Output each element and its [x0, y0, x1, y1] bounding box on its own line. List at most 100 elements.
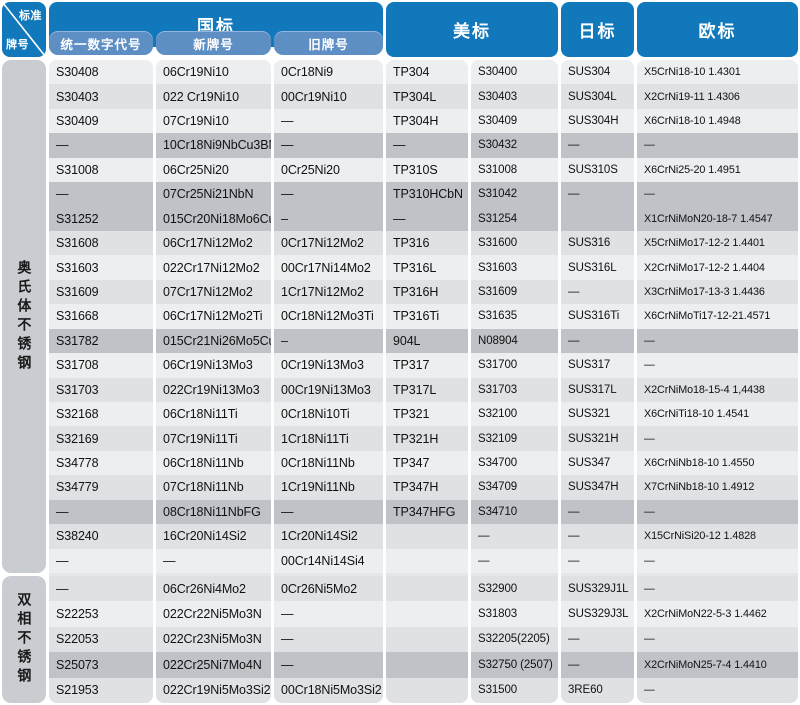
- column-astm-designation: TP304 TP304L TP304H — TP310S TP310HCbN — TP316 T…: [386, 60, 468, 703]
- cell-gb_old: 0Cr18Ni9: [274, 60, 383, 85]
- cell-gb_code: —: [49, 576, 153, 602]
- cell-jis: SUS316Ti: [561, 304, 634, 329]
- cell-gb_old: 00Cr19Ni13Mo3: [274, 377, 383, 402]
- category-label-duplex: 双相不锈钢: [16, 592, 33, 687]
- cell-gb_new: 06Cr19Ni13Mo3: [156, 353, 271, 378]
- column-gb-new: 06Cr19Ni10 022 Cr19Ni10 07Cr19Ni10 10Cr18Ni…: [156, 60, 271, 703]
- cell-astm_a: TP304H: [386, 108, 468, 134]
- cell-en: X5CrNi18-10 1.4301: [637, 60, 798, 85]
- cell-gb_new: 06Cr18Ni11Ti: [156, 402, 271, 427]
- cell-gb_new: 022Cr23Ni5Mo3N: [156, 626, 271, 653]
- cell-gb_code: —: [49, 499, 153, 525]
- cell-gb_code: S31252: [49, 206, 153, 231]
- cell-gb_code: —: [49, 133, 153, 158]
- cell-gb_code: S30403: [49, 84, 153, 109]
- cell-gb_new: 022Cr22Ni5Mo3N: [156, 601, 271, 627]
- cell-en: X3CrNiMo17-13-3 1.4436: [637, 279, 798, 305]
- cell-en: —: [637, 499, 798, 525]
- cell-gb_code: S30408: [49, 60, 153, 85]
- cell-astm_a: TP316Ti: [386, 304, 468, 329]
- cell-gb_new: 06Cr17Ni12Mo2: [156, 231, 271, 256]
- cell-astm_a: TP347H: [386, 475, 468, 500]
- category-cell-austenitic: 奥氏体不锈钢: [2, 60, 46, 573]
- cell-astm_b: N08904: [471, 328, 558, 354]
- cell-gb_old: —: [274, 499, 383, 525]
- cell-astm_b: S30409: [471, 108, 558, 134]
- cell-en: X15CrNiSi20-12 1.4828: [637, 524, 798, 549]
- cell-gb_new: 06Cr18Ni11Nb: [156, 450, 271, 476]
- cell-en: X6CrNi25-20 1.4951: [637, 157, 798, 183]
- subheader-gb-new-label: 新牌号: [193, 37, 234, 52]
- cell-jis: SUS347: [561, 450, 634, 476]
- cell-gb_code: —: [49, 548, 153, 573]
- cell-gb_code: S22253: [49, 601, 153, 627]
- cell-gb_old: 0Cr17Ni12Mo2: [274, 231, 383, 256]
- cell-en: X6CrNiTi18-10 1.4541: [637, 402, 798, 427]
- cell-astm_b: S32900: [471, 576, 558, 602]
- cell-jis: SUS310S: [561, 157, 634, 183]
- cell-jis: —: [561, 626, 634, 653]
- cell-gb_new: 07Cr25Ni21NbN: [156, 182, 271, 207]
- cell-astm_a: TP310S: [386, 157, 468, 183]
- cell-gb_new: 16Cr20Ni14Si2: [156, 524, 271, 549]
- cell-en: X7CrNiNb18-10 1.4912: [637, 475, 798, 500]
- cell-gb_new: 022Cr19Ni13Mo3: [156, 377, 271, 402]
- group-header-en: 欧标: [637, 2, 798, 57]
- cell-astm_a: TP317: [386, 353, 468, 378]
- cell-astm_a: TP321: [386, 402, 468, 427]
- corner-header-cell: 标准 牌号: [2, 2, 46, 57]
- cell-en: —: [637, 626, 798, 653]
- cell-en: —: [637, 353, 798, 378]
- cell-astm_a: TP316: [386, 231, 468, 256]
- cell-jis: SUS316L: [561, 255, 634, 280]
- cell-gb_code: S30409: [49, 108, 153, 134]
- cell-gb_old: —: [274, 108, 383, 134]
- cell-astm_a: [386, 677, 468, 703]
- cell-gb_code: S34778: [49, 450, 153, 476]
- cell-gb_old: 0Cr19Ni13Mo3: [274, 353, 383, 378]
- cell-gb_code: S31703: [49, 377, 153, 402]
- cell-gb_new: 015Cr21Ni26Mo5Cu2: [156, 328, 271, 354]
- cell-gb_old: 00Cr18Ni5Mo3Si2: [274, 677, 383, 703]
- cell-astm_b: S31635: [471, 304, 558, 329]
- subheader-gb-code-label: 统一数字代号: [60, 37, 142, 52]
- column-gb-code: S30408 S30403 S30409— S31008— S31252 S31608 S3…: [49, 60, 153, 703]
- cell-gb_code: —: [49, 182, 153, 207]
- cell-jis: 3RE60: [561, 677, 634, 703]
- cell-jis: —: [561, 279, 634, 305]
- cell-astm_a: [386, 601, 468, 627]
- cell-gb_new: 015Cr20Ni18Mo6CuN: [156, 206, 271, 231]
- cell-astm_a: —: [386, 133, 468, 158]
- cell-gb_code: S31782: [49, 328, 153, 354]
- cell-gb_new: 022Cr17Ni12Mo2: [156, 255, 271, 280]
- cell-jis: —: [561, 652, 634, 678]
- cell-gb_new: 10Cr18Ni9NbCu3BN: [156, 133, 271, 158]
- cell-gb_new: 022Cr19Ni5Mo3Si2N: [156, 677, 271, 703]
- cell-jis: —: [561, 524, 634, 549]
- cell-astm_b: S30400: [471, 60, 558, 85]
- cell-en: —: [637, 133, 798, 158]
- cell-gb_old: 1Cr17Ni12Mo2: [274, 279, 383, 305]
- cell-en: X2CrNiMo17-12-2 1.4404: [637, 255, 798, 280]
- cell-jis: SUS316: [561, 231, 634, 256]
- cell-astm_a: [386, 548, 468, 573]
- cell-gb_new: 06Cr26Ni4Mo2: [156, 576, 271, 602]
- cell-jis: SUS317: [561, 353, 634, 378]
- cell-en: X2CrNiMoN22-5-3 1.4462: [637, 601, 798, 627]
- subheader-gb-old-label: 旧牌号: [308, 37, 349, 52]
- cell-gb_code: S31008: [49, 157, 153, 183]
- cell-astm_b: —: [471, 548, 558, 573]
- cell-astm_a: TP347HFG: [386, 499, 468, 525]
- cell-jis: SUS317L: [561, 377, 634, 402]
- cell-jis: SUS321: [561, 402, 634, 427]
- cell-astm_a: TP310HCbN: [386, 182, 468, 207]
- cell-astm_b: S32100: [471, 402, 558, 427]
- corner-standard-label: 标准: [19, 10, 42, 22]
- cell-astm_b: S34710: [471, 499, 558, 525]
- cell-astm_b: S31700: [471, 353, 558, 378]
- cell-en: —: [637, 677, 798, 703]
- cell-astm_a: [386, 652, 468, 678]
- subheader-gb-new: 新牌号: [156, 31, 271, 55]
- group-header-en-label: 欧标: [698, 22, 737, 41]
- cell-gb_new: 07Cr17Ni12Mo2: [156, 279, 271, 305]
